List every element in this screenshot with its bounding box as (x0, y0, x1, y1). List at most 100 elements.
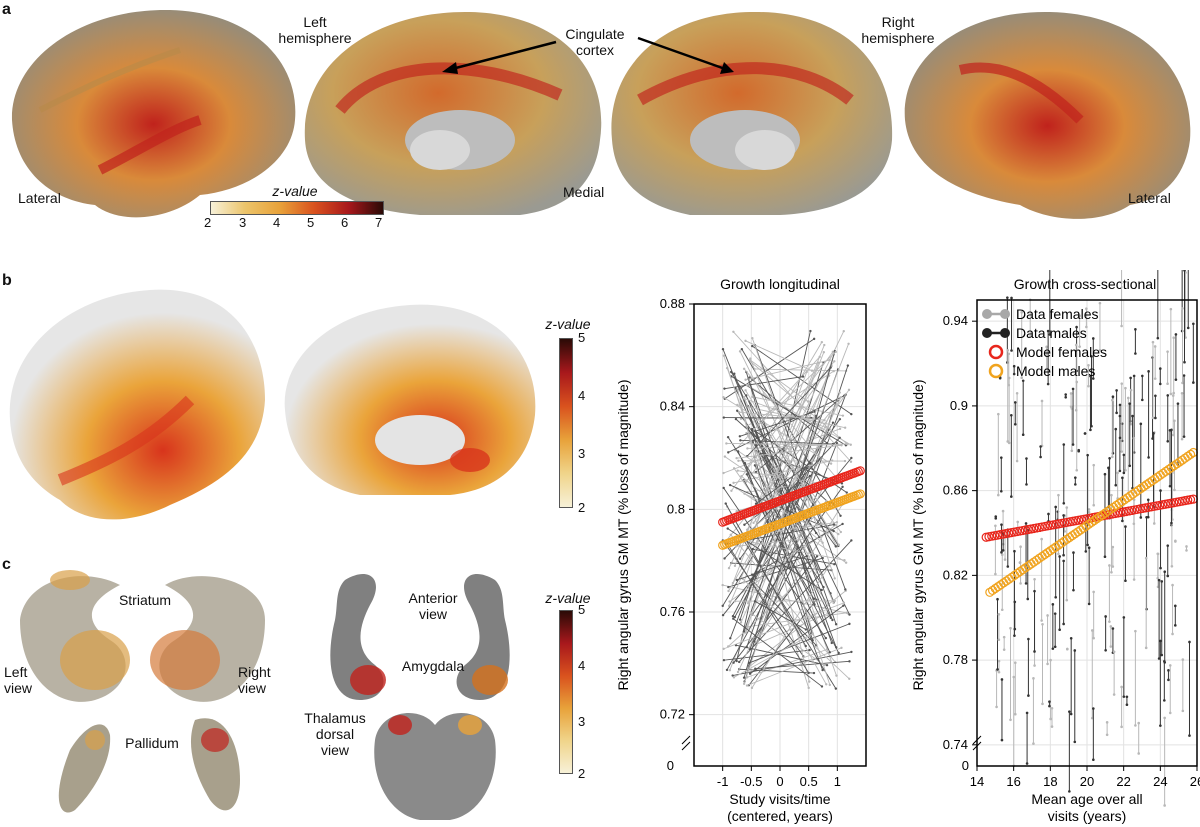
data-point (1006, 296, 1009, 299)
data-point (846, 364, 850, 367)
data-point (1105, 721, 1109, 724)
data-point (722, 658, 726, 662)
striatum-label: Striatum (118, 592, 172, 608)
data-point (1086, 543, 1089, 547)
data-point (1046, 382, 1050, 386)
data-point (1153, 377, 1157, 380)
model-point (1117, 497, 1127, 507)
data-point (725, 668, 729, 672)
data-point (802, 414, 805, 418)
panel-c-colorbar-title: z-value (545, 590, 591, 606)
right-view-label: Right view (238, 664, 271, 696)
data-line (751, 565, 830, 689)
data-line (727, 436, 824, 588)
data-point (1070, 449, 1074, 453)
data-point (1154, 416, 1157, 420)
panel-b-colorbar-ticks: 5 4 3 2 (578, 330, 598, 520)
data-point (723, 455, 727, 458)
data-point (744, 339, 747, 343)
data-point (751, 336, 754, 340)
data-point (832, 369, 835, 373)
chart-series (718, 466, 865, 550)
legend-label: Model males (1016, 363, 1095, 379)
data-point (1027, 637, 1030, 641)
y-axis-label: Right angular gyrus GM MT (% loss of mag… (910, 380, 926, 691)
data-point (808, 680, 811, 683)
data-line (746, 647, 842, 686)
x-axis-label-line1: Mean age over all (1031, 791, 1142, 807)
data-point (833, 577, 836, 580)
model-point (1023, 561, 1033, 571)
data-point (726, 435, 730, 439)
data-point (1109, 625, 1113, 628)
data-point (823, 343, 826, 347)
data-point (1121, 519, 1124, 523)
data-point (837, 543, 841, 546)
data-point (1131, 414, 1134, 418)
data-point (1108, 456, 1111, 460)
data-line (749, 358, 809, 510)
data-point (1033, 577, 1036, 581)
data-point (1062, 501, 1066, 505)
data-point (733, 564, 737, 568)
cingulate-arrows (442, 36, 734, 74)
data-point (833, 599, 837, 603)
pallidum-label: Pallidum (125, 735, 179, 751)
data-point (841, 485, 844, 489)
x-tick-label: 1 (834, 774, 841, 789)
data-point (1129, 388, 1133, 392)
data-point (1040, 399, 1044, 403)
data-point (1062, 514, 1065, 517)
data-point (1039, 455, 1042, 459)
panel-b-lateral-brain (9, 289, 265, 520)
data-point (738, 350, 742, 353)
data-point (1020, 311, 1024, 314)
y-tick-label: 0.78 (943, 652, 968, 667)
data-point (829, 462, 833, 465)
data-point (820, 340, 824, 344)
data-point (1129, 422, 1133, 426)
data-point (1062, 622, 1065, 626)
data-point (1092, 590, 1095, 594)
data-point (804, 628, 808, 631)
data-point (1024, 582, 1028, 585)
data-point (845, 491, 848, 494)
data-line (736, 487, 847, 564)
data-point (1073, 740, 1077, 744)
data-point (1092, 463, 1096, 467)
data-point (1051, 603, 1055, 606)
data-point (824, 426, 827, 429)
striatum-left (20, 570, 130, 702)
data-point (1048, 333, 1052, 336)
data-point (732, 676, 736, 679)
data-point (1053, 645, 1057, 649)
data-point (1185, 545, 1188, 548)
y-tick-label: 0.8 (667, 501, 685, 516)
data-point (842, 601, 846, 605)
data-point (848, 660, 851, 663)
data-point (1069, 636, 1073, 640)
data-point (832, 601, 835, 605)
data-point (1078, 314, 1081, 318)
amygdala-left (330, 574, 386, 700)
data-point (1000, 456, 1003, 459)
data-point (1046, 329, 1050, 333)
data-point (820, 588, 823, 592)
data-point (835, 674, 838, 677)
data-point (1086, 453, 1089, 457)
data-point (1118, 414, 1122, 418)
data-point (1069, 712, 1073, 716)
data-point (843, 426, 847, 429)
data-point (1046, 614, 1049, 617)
data-point (1064, 395, 1068, 399)
data-point (1024, 522, 1028, 525)
data-point (842, 604, 845, 607)
data-point (849, 443, 852, 446)
chart-axes: 14 16 18 20 22 24 26 0.74 0.78 0.82 0.86 0.9 0.94 0 (943, 313, 1200, 789)
data-line (743, 350, 836, 678)
data-point (1062, 559, 1065, 563)
chart-series (981, 447, 1198, 597)
y-tick-label: 0.76 (660, 604, 685, 619)
chart-growth-longitudinal: Growth longitudinal -1 -0.5 0 0.5 1 0.72 0.76 0… (615, 276, 867, 824)
data-point (727, 585, 730, 589)
